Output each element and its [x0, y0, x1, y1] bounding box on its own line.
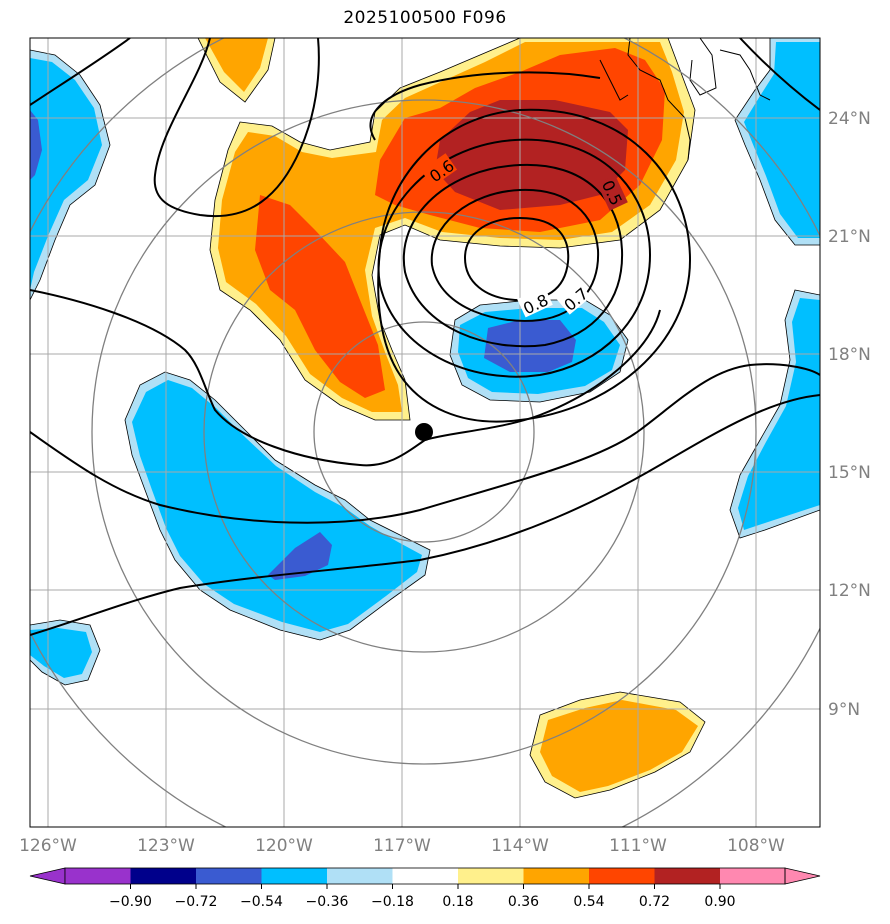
colorbar-segment [654, 868, 720, 884]
colorbar-tick-label: 0.54 [573, 894, 604, 910]
lat-label: 9°N [828, 700, 860, 720]
storm-center-marker [415, 423, 433, 441]
lat-label: 24°N [828, 109, 871, 129]
colorbar-tick-label: 0.90 [704, 894, 735, 910]
colorbar-tick-label: 0.72 [639, 894, 670, 910]
colorbar-segment [196, 868, 262, 884]
colorbar-segment [523, 868, 589, 884]
lon-label: 114°W [491, 836, 549, 856]
colorbar-segment [589, 868, 655, 884]
range-rings [30, 38, 820, 827]
lon-label: 120°W [255, 836, 313, 856]
graticule [30, 38, 820, 827]
contour-labels: 0.6 0.5 0.8 0.7 [420, 153, 628, 318]
map-title: 2025100500 F096 [343, 8, 507, 28]
strong-warm-anomaly [255, 195, 385, 398]
contour-lines [30, 38, 820, 636]
colorbar-segment [720, 868, 785, 884]
map-frame [29, 37, 821, 828]
latitude-labels: 24°N 21°N 18°N 15°N 12°N 9°N [828, 109, 871, 720]
lat-label: 15°N [828, 463, 871, 483]
lon-label: 123°W [137, 836, 195, 856]
colorbar-tick-label: −0.18 [371, 894, 414, 910]
colorbar-tick-label: −0.54 [240, 894, 283, 910]
lat-label: 12°N [828, 581, 871, 601]
colorbar: −0.90 −0.72 −0.54 −0.36 −0.18 0.18 0.36 … [29, 867, 821, 910]
colorbar-segment [392, 868, 458, 884]
colorbar-tick-label: −0.90 [109, 894, 152, 910]
lon-label: 117°W [373, 836, 431, 856]
very-strong-warm-anomaly [435, 100, 628, 210]
colorbar-segment [458, 868, 524, 884]
colorbar-extend-high [784, 867, 821, 885]
lon-label: 108°W [727, 836, 785, 856]
colorbar-tick-label: −0.72 [175, 894, 218, 910]
map-plot-area: 0.6 0.5 0.8 0.7 [30, 38, 820, 827]
coastline [599, 38, 771, 161]
lat-label: 21°N [828, 227, 871, 247]
longitude-labels: 126°W 123°W 120°W 117°W 114°W 111°W 108°… [19, 836, 785, 856]
colorbar-tick-label: 0.36 [508, 894, 539, 910]
lat-label: 18°N [828, 345, 871, 365]
colorbar-segment [65, 868, 131, 884]
colorbar-tick-label: 0.18 [442, 894, 473, 910]
colorbar-segment [261, 868, 327, 884]
lon-label: 111°W [609, 836, 667, 856]
colorbar-tick-label: −0.36 [306, 894, 349, 910]
colorbar-extend-low [29, 867, 66, 885]
lon-label: 126°W [19, 836, 77, 856]
colorbar-segment [327, 868, 393, 884]
colorbar-segment [130, 868, 196, 884]
